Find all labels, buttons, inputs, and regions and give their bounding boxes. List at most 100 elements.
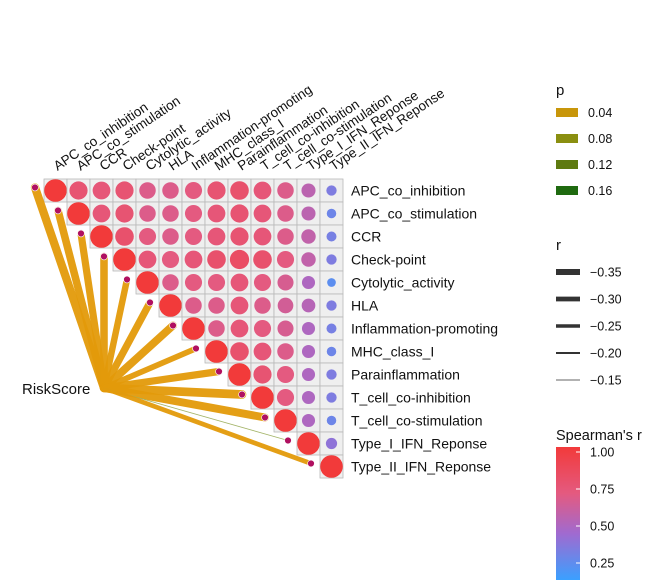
correlation-circle (230, 227, 249, 246)
risk-link (101, 345, 199, 391)
link-node (169, 321, 177, 330)
risk-link (101, 385, 314, 466)
correlation-circle (67, 202, 90, 225)
correlation-circle (326, 300, 337, 311)
correlation-circle (277, 228, 294, 245)
correlation-circle (253, 273, 272, 292)
spearman-colorbar (556, 447, 580, 580)
link-node (238, 390, 246, 399)
risk-link (100, 384, 269, 422)
correlation-circle (277, 343, 294, 360)
correlation-circle (301, 344, 316, 359)
correlation-circle (207, 273, 226, 292)
p-legend-title: p (556, 82, 564, 99)
correlation-circle (184, 181, 203, 200)
correlation-circle (230, 296, 249, 315)
p-legend-label: 0.08 (588, 132, 612, 146)
correlation-circle (276, 388, 295, 407)
correlation-circle (301, 367, 316, 382)
p-legend-swatch (556, 160, 578, 169)
correlation-circle (277, 274, 294, 291)
correlation-circle (326, 231, 337, 242)
correlation-circle (228, 363, 251, 386)
correlation-circle (277, 182, 294, 199)
risk-link (100, 321, 177, 392)
correlation-circle (320, 455, 343, 478)
correlation-circle (44, 179, 67, 202)
correlation-circle (184, 204, 203, 223)
correlation-circle (301, 183, 316, 198)
link-node (77, 229, 85, 238)
link-node (146, 298, 154, 307)
correlation-circle (301, 390, 316, 405)
correlation-circle (327, 278, 336, 287)
correlation-circle (162, 205, 179, 222)
correlation-circle (276, 365, 295, 384)
correlation-circle (326, 208, 337, 219)
correlation-circle (162, 274, 179, 291)
spearman-tick-label: 1.00 (590, 446, 614, 460)
correlation-circle (253, 250, 272, 269)
risk-link (100, 276, 131, 392)
correlation-circle (276, 250, 295, 269)
correlation-circle (184, 250, 203, 269)
correlation-circle (229, 249, 250, 270)
correlation-circle (207, 181, 226, 200)
correlation-circle (230, 181, 249, 200)
correlation-circle (277, 297, 294, 314)
correlation-circle (301, 298, 316, 313)
row-label: T_cell_co-inhibition (351, 390, 471, 406)
correlation-circle (230, 342, 249, 361)
spearman-legend-title: Spearman's r (556, 428, 642, 444)
link-node (192, 344, 200, 353)
correlation-circle (184, 227, 203, 246)
link-node (284, 436, 292, 445)
correlation-circle (205, 340, 228, 363)
correlation-circle (230, 319, 249, 338)
r-legend-label: −0.15 (590, 374, 622, 388)
riskscore-label: RiskScore (22, 381, 90, 398)
correlation-circle (326, 254, 337, 265)
r-legend-label: −0.25 (590, 320, 622, 334)
correlation-circle (253, 227, 272, 246)
row-label: Cytolytic_activity (351, 275, 454, 291)
correlation-circle (253, 342, 272, 361)
correlation-circle (139, 205, 156, 222)
row-label: CCR (351, 229, 381, 245)
correlation-circle (185, 297, 202, 314)
row-label: HLA (351, 298, 379, 314)
correlation-circle (138, 227, 157, 246)
row-label: Inflammation-promoting (351, 321, 498, 337)
correlation-circle (115, 227, 134, 246)
correlation-circle (253, 365, 272, 384)
r-legend-label: −0.30 (590, 293, 622, 307)
correlation-circle (207, 227, 226, 246)
correlation-circle (301, 321, 316, 336)
r-legend-label: −0.20 (590, 347, 622, 361)
correlation-circle (301, 275, 316, 290)
correlation-circle (326, 392, 337, 403)
r-legend-title: r (556, 237, 561, 254)
correlation-circle (161, 250, 180, 269)
correlation-circle (326, 185, 337, 196)
p-legend-swatch (556, 186, 578, 195)
correlation-circle (301, 413, 316, 428)
link-node (54, 206, 62, 215)
correlation-circle (162, 182, 179, 199)
correlation-circle (208, 297, 225, 314)
correlation-circle (115, 204, 134, 223)
risk-link (77, 229, 108, 392)
row-label: Type_I_IFN_Reponse (351, 436, 487, 452)
correlation-circle (253, 204, 272, 223)
correlation-circle (277, 205, 294, 222)
correlation-circle (207, 250, 226, 269)
risk-link (100, 298, 154, 392)
correlation-circle (182, 317, 205, 340)
link-node (31, 183, 39, 192)
correlation-circle (301, 206, 316, 221)
link-node (123, 275, 131, 284)
correlation-circle (326, 415, 337, 426)
correlation-circle (326, 323, 337, 334)
correlation-circle (208, 320, 225, 337)
